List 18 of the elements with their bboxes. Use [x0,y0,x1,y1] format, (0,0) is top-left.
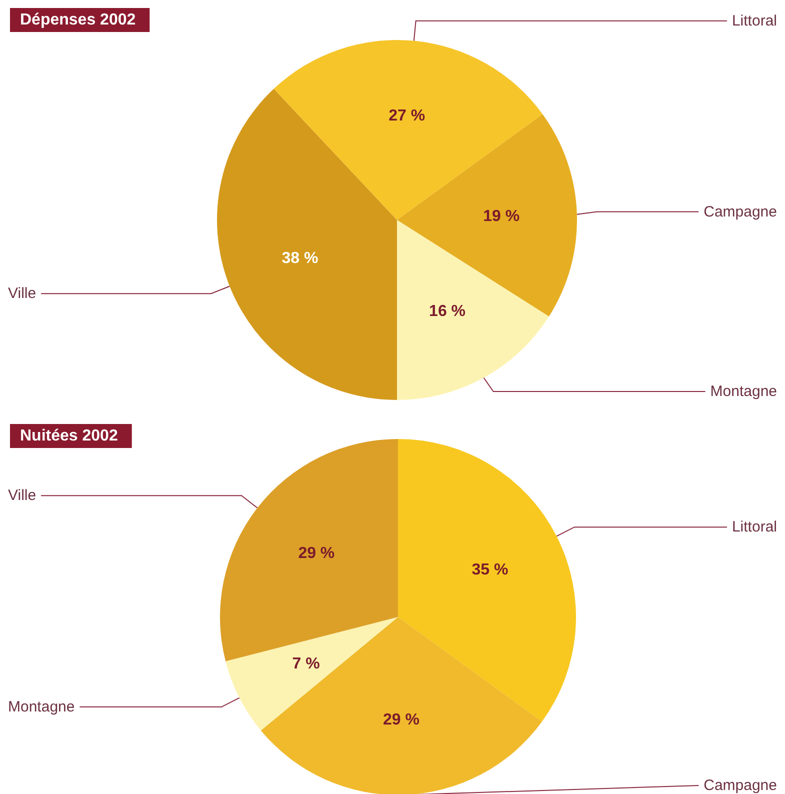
data-label: 35 % [472,562,508,579]
chart-title: Dépenses 2002 [20,12,136,28]
data-label: 29 % [298,545,335,562]
data-label: 19 % [483,208,520,226]
data-label: 7 % [292,655,320,672]
slice-label: Montagne [8,698,75,716]
data-label: 38 % [282,250,318,267]
slice-label: Littoral [732,12,777,30]
data-label: 16 % [429,302,466,320]
slice-label: Montagne [710,383,777,400]
data-label: 29 % [383,712,420,729]
slice-label: Campagne [704,777,777,794]
slice-label: Littoral [732,518,777,536]
slice-label: Campagne [704,203,777,220]
slice-label: Ville [8,285,36,302]
chart-title: Nuitées 2002 [20,428,118,444]
slice-label: Ville [8,487,36,504]
data-label: 27 % [388,108,426,125]
